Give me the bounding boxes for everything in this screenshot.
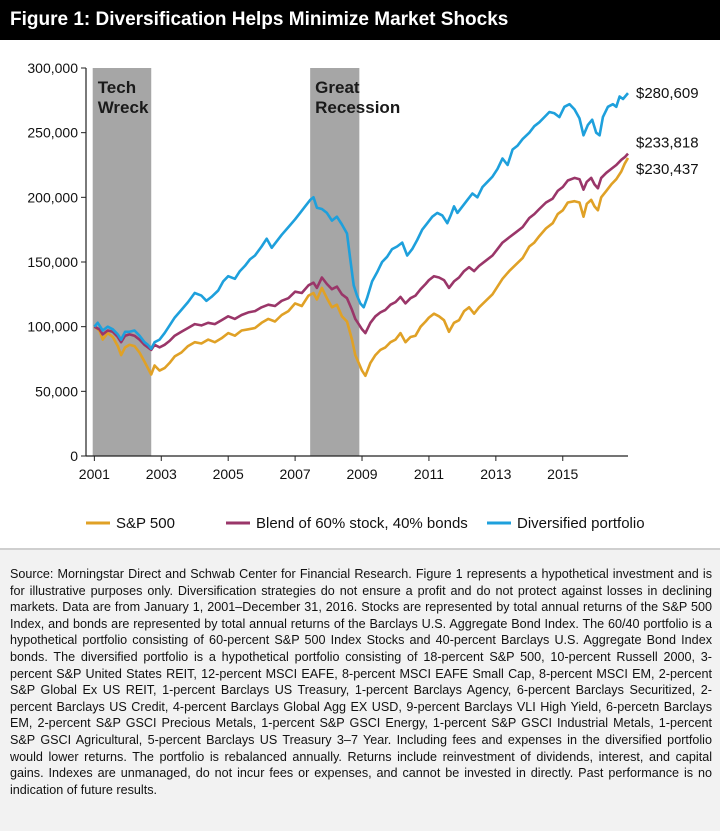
legend-label: Blend of 60% stock, 40% bonds: [256, 515, 468, 532]
x-tick-label: 2013: [480, 466, 511, 482]
shaded-period-label: Recession: [315, 98, 400, 117]
source-note: Source: Morningstar Direct and Schwab Ce…: [10, 567, 712, 797]
y-tick-label: 50,000: [35, 383, 78, 399]
series-end-label: $280,609: [636, 85, 699, 102]
x-tick-label: 2015: [547, 466, 578, 482]
shaded-period-1: [310, 68, 360, 456]
x-tick-label: 2011: [414, 466, 444, 482]
shaded-period-label: Great: [315, 78, 360, 97]
shaded-period-0: [92, 68, 152, 456]
shaded-period-label: Tech: [98, 78, 136, 97]
y-tick-label: 0: [70, 448, 78, 464]
figure-title: Figure 1: Diversification Helps Minimize…: [0, 0, 720, 40]
y-tick-label: 150,000: [27, 254, 78, 270]
shaded-period-label: Wreck: [98, 98, 149, 117]
x-tick-label: 2007: [280, 466, 311, 482]
x-tick-label: 2001: [79, 466, 110, 482]
y-tick-label: 100,000: [27, 319, 78, 335]
legend-label: S&P 500: [116, 515, 175, 532]
chart-panel: Tech Wreck Great Recession 0 50,000 100,000 15…: [0, 40, 720, 548]
y-tick-label: 200,000: [27, 189, 78, 205]
series-end-label: $230,437: [636, 161, 699, 178]
y-tick-label: 300,000: [27, 60, 78, 76]
y-tick-label: 250,000: [27, 125, 78, 141]
x-tick-label: 2005: [213, 466, 244, 482]
series-line-0: [93, 157, 630, 378]
series-end-label: $233,818: [636, 135, 699, 152]
divider: [0, 548, 720, 550]
series-line-1: [93, 152, 629, 352]
legend-label: Diversified portfolio: [517, 515, 645, 532]
series-line-2: [93, 92, 629, 350]
x-tick-label: 2003: [146, 466, 177, 482]
x-tick-label: 2009: [346, 466, 377, 482]
